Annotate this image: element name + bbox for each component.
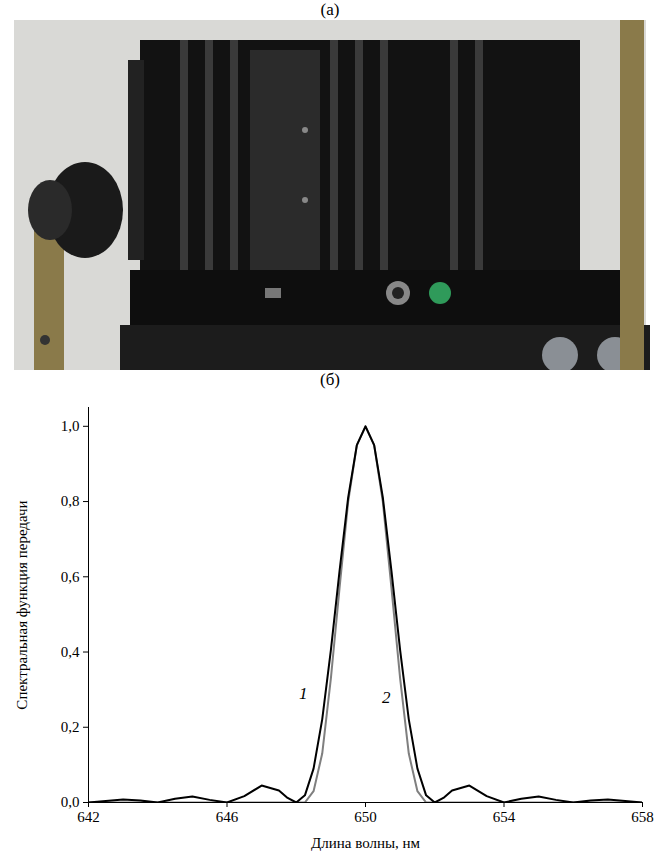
svg-text:0,2: 0,2 <box>61 719 80 735</box>
html-text:(б): (б) <box>320 370 340 389</box>
svg-text:642: 642 <box>77 809 100 825</box>
svg-text:1,0: 1,0 <box>61 418 80 434</box>
svg-text:Длина волны, нм: Длина волны, нм <box>311 835 421 851</box>
svg-text:654: 654 <box>493 809 516 825</box>
svg-text:0,6: 0,6 <box>61 569 80 585</box>
svg-text:646: 646 <box>216 809 239 825</box>
svg-text:0,8: 0,8 <box>61 493 80 509</box>
svg-text:1: 1 <box>299 684 308 703</box>
svg-text:0,0: 0,0 <box>61 794 80 810</box>
svg-text:2: 2 <box>382 688 391 707</box>
html-text:(а): (а) <box>320 0 340 19</box>
svg-text:650: 650 <box>354 809 377 825</box>
svg-text:658: 658 <box>631 809 654 825</box>
svg-text:Спектральная функция передачи: Спектральная функция передачи <box>14 500 30 709</box>
svg-text:0,4: 0,4 <box>61 644 80 660</box>
